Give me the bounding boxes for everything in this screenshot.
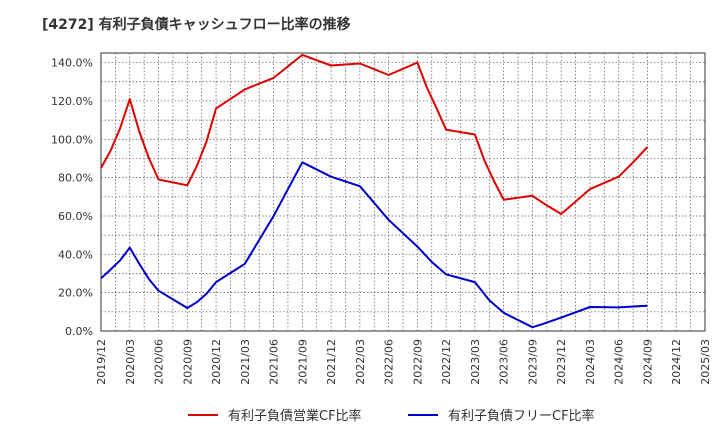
x-tick-label: 2023/12 <box>555 339 568 385</box>
x-tick-label: 2024/03 <box>584 339 597 385</box>
y-tick-label: 120.0% <box>51 95 93 108</box>
x-tick-label: 2024/12 <box>670 339 683 385</box>
grid-layer <box>100 52 706 332</box>
y-tick-label: 80.0% <box>58 172 93 185</box>
x-tick-label: 2021/06 <box>268 339 281 385</box>
x-tick-label: 2019/12 <box>95 339 108 385</box>
legend-item-free-cf: 有利子負債フリーCF比率 <box>408 405 595 424</box>
legend-item-operating-cf: 有利子負債営業CF比率 <box>188 405 362 424</box>
x-tick-label: 2020/03 <box>124 339 137 385</box>
x-tick-label: 2022/03 <box>354 339 367 385</box>
x-tick-label: 2023/03 <box>469 339 482 385</box>
x-tick-label: 2025/03 <box>699 339 712 385</box>
x-tick-label: 2022/12 <box>440 339 453 385</box>
y-tick-label: 0.0% <box>65 325 93 338</box>
y-tick-label: 20.0% <box>58 287 93 300</box>
legend-label: 有利子負債フリーCF比率 <box>448 409 595 424</box>
series-line-0 <box>100 53 649 215</box>
x-tick-label: 2023/06 <box>498 339 511 385</box>
x-tick-label: 2020/09 <box>181 339 194 385</box>
x-tick-label: 2020/12 <box>210 339 223 385</box>
x-tick-label: 2021/03 <box>239 339 252 385</box>
series-line-1 <box>100 161 648 329</box>
plot-frame <box>100 52 706 332</box>
series-layer <box>100 53 649 329</box>
x-tick-label: 2022/06 <box>383 339 396 385</box>
x-tick-label: 2020/06 <box>153 339 166 385</box>
y-tick-label: 40.0% <box>58 248 93 261</box>
legend-swatch-red <box>188 413 218 416</box>
x-tick-label: 2023/09 <box>526 339 539 385</box>
chart-title: [4272] 有利子負債キャッシュフロー比率の推移 <box>42 17 351 33</box>
legend-swatch-blue <box>408 413 438 416</box>
x-tick-label: 2022/09 <box>411 339 424 385</box>
y-tick-label: 100.0% <box>51 133 93 146</box>
y-tick-label: 140.0% <box>51 57 93 70</box>
y-tick-label: 60.0% <box>58 210 93 223</box>
legend-label: 有利子負債営業CF比率 <box>228 409 362 424</box>
x-tick-label: 2024/06 <box>613 339 626 385</box>
x-tick-label: 2021/12 <box>325 339 338 385</box>
x-tick-label: 2024/09 <box>641 339 654 385</box>
x-tick-label: 2021/09 <box>296 339 309 385</box>
axis-layer: 0.0% 20.0% 40.0% 60.0% 80.0% 100.0% 120.0% 140.… <box>51 57 712 385</box>
